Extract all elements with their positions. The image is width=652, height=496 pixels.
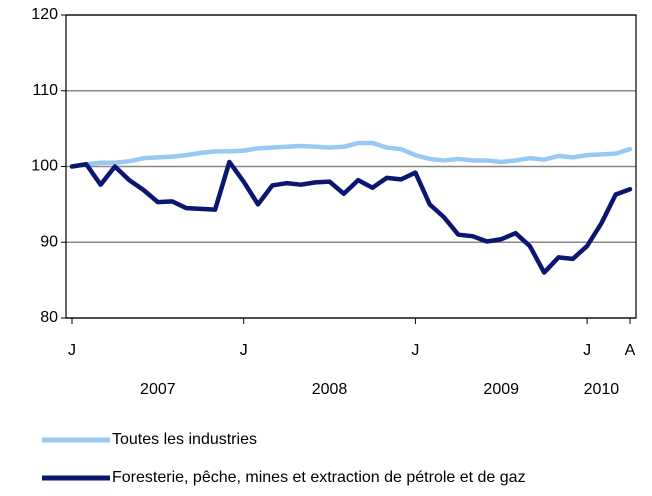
year-label: 2007 [140, 381, 176, 398]
y-tick-label: 100 [31, 158, 58, 175]
year-label: 2008 [312, 381, 348, 398]
y-tick-label: 110 [32, 82, 58, 99]
series-line [69, 159, 633, 275]
y-tick-label: 80 [40, 309, 58, 326]
x-tick-label: J [411, 342, 419, 359]
x-tick-label: A [625, 342, 636, 359]
legend-label: Toutes les industries [112, 431, 257, 448]
x-tick-label: J [583, 342, 591, 359]
y-tick-label: 120 [31, 6, 58, 23]
year-label: 2009 [483, 381, 519, 398]
x-tick-label: J [68, 342, 76, 359]
y-tick-label: 90 [40, 233, 58, 250]
plot-frame [65, 14, 637, 319]
legend-label: Foresterie, pêche, mines et extraction d… [112, 469, 526, 486]
year-label: 2010 [584, 381, 620, 398]
x-tick-label: J [240, 342, 248, 359]
series-line [69, 140, 633, 169]
